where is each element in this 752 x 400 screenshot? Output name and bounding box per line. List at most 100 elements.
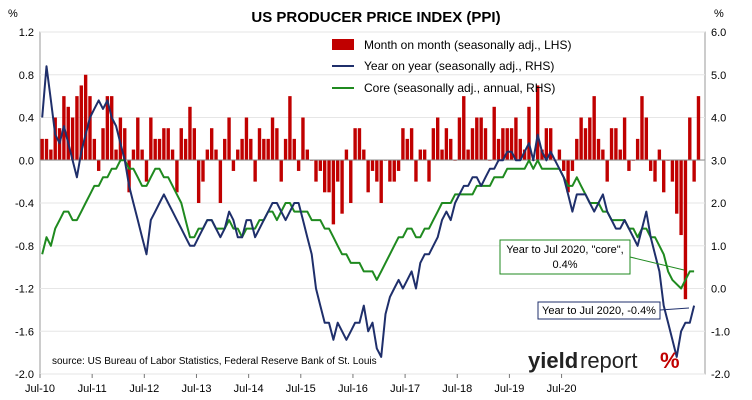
mom-bar	[683, 160, 688, 300]
mom-bar	[475, 117, 479, 161]
mom-bar	[227, 117, 231, 161]
mom-bar	[292, 138, 296, 161]
mom-bar	[192, 128, 196, 161]
mom-bar	[440, 149, 444, 161]
mom-bar	[592, 96, 596, 161]
mom-bar	[279, 160, 283, 182]
mom-bar	[644, 117, 649, 161]
mom-bar	[262, 138, 266, 161]
x-tick-label: Jul-14	[234, 383, 264, 395]
yieldreport-logo: yield report %	[528, 348, 680, 373]
annotation-yoy-box	[537, 301, 661, 320]
mom-bar	[579, 117, 583, 161]
mom-bar	[544, 128, 549, 161]
mom-bar	[83, 74, 88, 161]
mom-bar	[322, 160, 327, 193]
mom-bar	[562, 160, 566, 171]
mom-bar	[101, 128, 105, 161]
mom-bar	[196, 160, 201, 203]
left-tick-label: 1.2	[19, 27, 34, 39]
mom-bar	[75, 96, 79, 161]
mom-bar	[696, 96, 701, 161]
left-tick-label: -0.4	[15, 198, 34, 210]
mom-bar	[635, 138, 640, 161]
right-axis: 6.0 5.0 4.0 3.0 2.0 1.0 0.0 -1.0 -2.0	[711, 27, 730, 381]
left-tick-label: -0.8	[15, 241, 34, 253]
mom-bar	[418, 149, 423, 161]
annotation-core-line2: 0.4%	[552, 259, 577, 271]
mom-bar	[436, 117, 440, 161]
mom-bar	[449, 138, 453, 161]
mom-bar	[388, 160, 392, 182]
mom-bar	[205, 149, 210, 161]
mom-bar	[509, 128, 514, 161]
mom-bar	[357, 128, 362, 161]
mom-bar	[223, 138, 227, 161]
x-tick-label: Jul-15	[286, 383, 316, 395]
mom-bar	[427, 160, 431, 182]
left-tick-label: -2.0	[15, 369, 34, 381]
mom-bar	[470, 128, 475, 161]
mom-bar	[640, 96, 644, 161]
mom-bar	[379, 160, 383, 203]
left-tick-label: -1.2	[15, 284, 34, 296]
mom-bar	[557, 149, 562, 161]
mom-bar	[162, 128, 166, 161]
annotation-yoy-pointer	[659, 307, 690, 311]
x-tick-label: Jul-12	[129, 383, 159, 395]
mom-bar	[596, 138, 601, 161]
annotation-yoy-line1: Year to Jul 2020, -0.4%	[542, 305, 656, 317]
x-tick-label: Jul-11	[78, 383, 107, 395]
mom-bar	[527, 106, 531, 161]
right-tick-label: 5.0	[711, 70, 726, 82]
line-series	[41, 65, 696, 358]
mom-bar	[123, 128, 127, 161]
mom-bar	[249, 138, 253, 161]
left-axis: 1.2 0.8 0.4 0.0 -0.4 -0.8 -1.2 -1.6 -2.0	[15, 27, 34, 381]
mom-bar	[57, 128, 62, 161]
right-tick-label: 0.0	[711, 284, 726, 296]
mom-bar	[483, 128, 488, 161]
yoy-line	[41, 65, 696, 358]
mom-bar	[362, 149, 366, 161]
legend-label-yoy: Year on year (seasonally adj., RHS)	[364, 59, 554, 73]
mom-bar	[209, 128, 214, 161]
mom-bar	[431, 128, 436, 161]
annotation-yoy: Year to Jul 2020, -0.4%	[537, 301, 690, 320]
mom-bar	[605, 160, 609, 182]
mom-bar	[392, 160, 396, 182]
x-tick-label: Jul-18	[442, 383, 472, 395]
mom-bar	[653, 160, 657, 182]
mom-bar	[66, 106, 70, 161]
mom-bar	[70, 117, 75, 161]
mom-bar	[414, 160, 418, 182]
mom-bar	[244, 117, 249, 161]
mom-bar	[301, 117, 305, 161]
mom-bar	[236, 149, 240, 161]
mom-bar	[270, 117, 275, 161]
mom-bar	[201, 160, 205, 182]
mom-bar	[375, 160, 379, 182]
legend-swatch-mom	[332, 39, 354, 50]
mom-bar	[114, 149, 118, 161]
mom-bar	[492, 106, 496, 161]
mom-bar	[514, 117, 518, 161]
mom-bar	[518, 138, 522, 161]
right-unit-label: %	[714, 8, 724, 20]
logo-text-percent: %	[660, 348, 680, 373]
mom-bar	[575, 138, 579, 161]
legend-label-core: Core (seasonally adj., annual, RHS)	[364, 81, 555, 95]
mom-bar	[614, 128, 618, 161]
mom-bar	[366, 160, 370, 193]
mom-bar	[149, 117, 153, 161]
mom-bar	[144, 160, 149, 182]
mom-bar	[318, 160, 323, 171]
mom-bar	[675, 160, 679, 214]
mom-bar	[349, 160, 353, 203]
mom-bar	[370, 160, 375, 171]
annotation-core-line1: Year to Jul 2020, "core",	[506, 244, 623, 256]
x-tick-label: Jul-10	[25, 383, 55, 395]
mom-bar	[409, 128, 414, 161]
mom-bar	[505, 128, 509, 161]
mom-bar	[118, 117, 123, 161]
